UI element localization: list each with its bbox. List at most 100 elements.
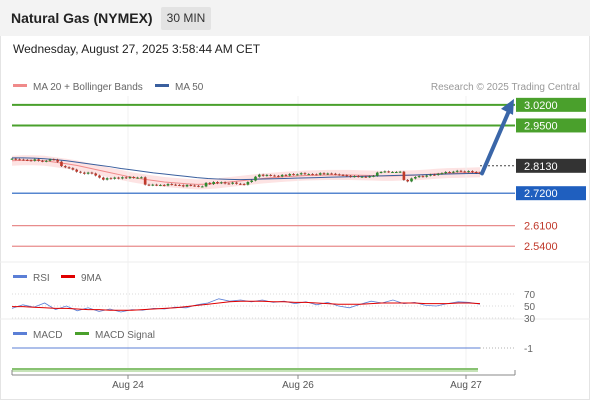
candle-body [82, 172, 86, 174]
main-legend: MA 20 + Bollinger Bands MA 50 Research ©… [13, 82, 580, 93]
candle-body [105, 178, 109, 180]
candle-body [136, 177, 139, 179]
rsi-tick-label: 70 [524, 290, 536, 301]
macd-signal-legend-label: MACD Signal [95, 330, 155, 341]
ma50-line [12, 157, 480, 181]
price-levels [12, 103, 515, 247]
pivot-label-text: 2.7200 [524, 188, 558, 200]
gridlines [0, 96, 590, 372]
rsi-legend: RSI 9MA [13, 273, 102, 284]
instrument-title: Natural Gas (NYMEX) [11, 10, 153, 26]
candle-body [181, 185, 185, 187]
bollinger-band-area [12, 155, 480, 190]
candle-body [204, 182, 208, 187]
forecast-arrow [480, 98, 514, 176]
macd-legend-label: MACD [33, 330, 62, 341]
candle-body [44, 160, 48, 162]
macd-legend: MACD MACD Signal [13, 330, 155, 341]
candle-body [375, 172, 379, 176]
candle-body [197, 185, 200, 187]
candle-body [379, 171, 383, 173]
candle-body [37, 159, 40, 161]
candle-body [315, 174, 318, 176]
candle-body [273, 175, 276, 177]
candle-body [166, 184, 170, 186]
candle-body [170, 184, 174, 186]
candle-body [436, 173, 440, 175]
candle-body [189, 184, 193, 186]
candle-body [474, 171, 478, 173]
candle-body [132, 177, 136, 178]
level-labels: 3.0200 2.9500 2.8130 2.7200 2.6100 2.5400 [516, 97, 586, 253]
candle-body [159, 184, 162, 186]
candle-body [90, 172, 94, 174]
candle-body [200, 186, 204, 188]
candle-body [284, 174, 288, 176]
candle-body [288, 174, 292, 176]
candle-body [212, 182, 215, 185]
macd-legend-swatch [13, 332, 27, 335]
candle-body [413, 177, 417, 179]
candle-body [143, 177, 147, 185]
candle-body [14, 158, 18, 160]
pivot-label-box [516, 186, 586, 201]
forecast-arrow-head [501, 98, 514, 115]
chart-datetime: Wednesday, August 27, 2025 3:58:44 AM CE… [13, 42, 261, 56]
candle-body [326, 173, 330, 175]
candle-body [48, 159, 52, 161]
rsi-tick-label: 50 [524, 302, 536, 313]
resistance-label-box [516, 118, 586, 133]
candle-body [124, 177, 128, 179]
candle-body [269, 174, 273, 176]
candle-body [94, 173, 98, 176]
candle-body [318, 173, 322, 175]
candle-body [421, 176, 425, 178]
rsi-tick-label: 30 [524, 314, 536, 325]
candle-body [71, 168, 75, 170]
candle-body [162, 184, 166, 186]
candle-body [41, 160, 44, 162]
candle-body [349, 175, 352, 177]
candle-body [448, 171, 451, 173]
support-label-text: 2.5400 [524, 241, 558, 253]
candle-body [22, 159, 25, 161]
candle-body [444, 171, 448, 174]
candle-body [455, 170, 459, 172]
candle-body [140, 177, 143, 179]
candle-body [261, 174, 265, 176]
candle-body [246, 182, 250, 185]
candle-body [478, 172, 482, 174]
candle-body [459, 170, 463, 172]
candle-body [128, 177, 132, 179]
x-axis-tick-label: Aug 26 [282, 380, 314, 391]
candle-body [417, 176, 421, 178]
resistance-label-box [516, 97, 586, 112]
candle-body [353, 176, 356, 178]
macd-panel: -1 [12, 344, 533, 372]
forecast-arrow-shaft [480, 108, 511, 176]
macd-signal-bar [12, 368, 478, 372]
candlesticks [10, 157, 482, 188]
candle-body [52, 159, 56, 161]
rsi-legend-swatch [13, 275, 27, 278]
candle-body [356, 176, 360, 178]
candle-body [398, 171, 402, 173]
interval-button[interactable]: 30 MIN [161, 7, 211, 30]
chart-header: Natural Gas (NYMEX) 30 MIN [0, 0, 590, 36]
candle-body [341, 174, 345, 176]
candle-body [231, 182, 235, 184]
candle-body [56, 159, 59, 162]
ma20-legend-swatch [13, 84, 27, 87]
candle-body [429, 174, 432, 176]
candle-body [250, 180, 254, 183]
macd-signal-legend-swatch [75, 332, 89, 335]
candle-body [402, 171, 406, 180]
candle-body [425, 175, 429, 177]
candle-body [151, 184, 155, 186]
candle-body [208, 182, 212, 185]
candle-body [109, 178, 113, 180]
candle-body [242, 184, 246, 186]
candle-body [254, 176, 257, 181]
candle-body [391, 171, 394, 173]
